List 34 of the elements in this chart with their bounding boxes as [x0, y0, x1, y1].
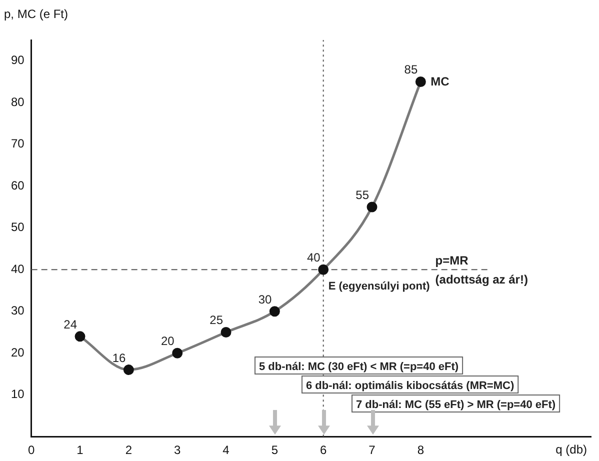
data-label: 40 [306, 250, 321, 265]
x-tick-label: 3 [174, 443, 181, 458]
y-axis-title: p, MC (e Ft) [4, 7, 68, 21]
series-label: MC [430, 74, 450, 89]
x-axis-title: q (db) [556, 442, 587, 457]
y-tick-label: 50 [10, 220, 25, 234]
data-label: 25 [210, 313, 224, 328]
y-tick-label: 90 [10, 53, 25, 68]
x-tick-label: 4 [222, 443, 230, 458]
data-label: 55 [356, 188, 370, 202]
data-label: 20 [160, 334, 175, 348]
x-tick-label: 0 [28, 443, 36, 458]
annotation: E (egyensúlyi pont) [328, 280, 430, 293]
y-tick-label: 60 [10, 178, 25, 192]
y-tick-label: 40 [10, 262, 25, 276]
annotation: 7 db-nál: MC (55 eFt) > MR (=p=40 eFt) [356, 399, 556, 411]
y-tick-label: 80 [10, 94, 25, 109]
y-tick-label: 70 [10, 136, 25, 151]
ref-line-label: p=MR (adottság az ár!) [435, 254, 528, 287]
annotation: 5 db-nál: MC (30 eFt) < MR (=p=40 eFt) [259, 361, 459, 373]
y-tick-label: 20 [10, 345, 25, 360]
annotation: 6 db-nál: optimális kibocsátás (MR=MC) [306, 380, 514, 392]
data-label: 30 [258, 292, 272, 306]
x-tick-label: 1 [76, 443, 84, 458]
data-label: 16 [112, 350, 126, 365]
data-label: 24 [64, 317, 78, 332]
x-tick-label: 6 [320, 443, 327, 458]
x-tick-label: 7 [368, 443, 376, 458]
x-tick-label: 5 [271, 443, 278, 458]
x-tick-label: 8 [417, 443, 424, 458]
data-label: 85 [404, 62, 418, 77]
y-tick-label: 30 [10, 304, 25, 318]
x-tick-label: 2 [125, 443, 132, 458]
y-tick-label: 10 [10, 387, 25, 402]
